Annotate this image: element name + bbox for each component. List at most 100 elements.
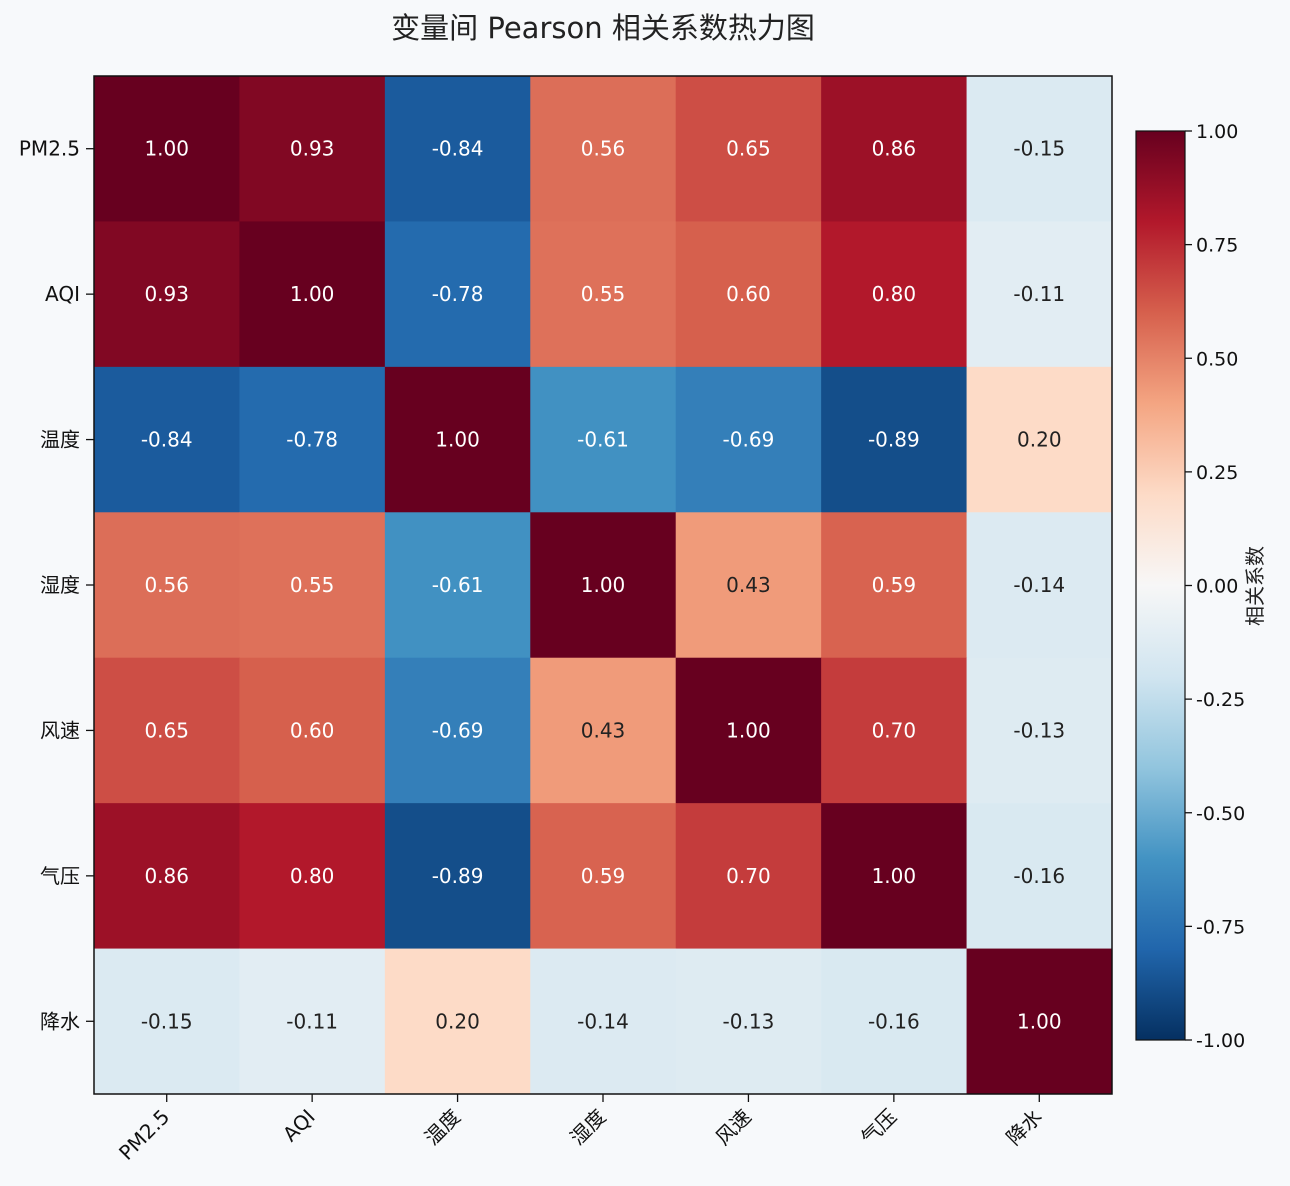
heatmap-cell (94, 512, 240, 659)
heatmap-cell (821, 657, 968, 804)
colorbar-tick-label: 0.75 (1196, 235, 1238, 257)
heatmap-cell (94, 76, 240, 222)
heatmap-cell (384, 366, 531, 513)
heatmap-cell (384, 803, 531, 950)
y-tick-label: AQI (45, 282, 80, 306)
cell-value-label: 0.56 (144, 573, 189, 597)
y-tick-label: 湿度 (40, 573, 80, 597)
cell-value-label: 1.00 (581, 573, 626, 597)
cell-value-label: 0.86 (872, 137, 917, 161)
x-tick-label: 湿度 (565, 1105, 610, 1150)
cell-value-label: 0.55 (581, 282, 626, 306)
colorbar-tick-label: -0.25 (1196, 689, 1245, 711)
colorbar-tick-label: 0.25 (1196, 462, 1238, 484)
cell-value-label: 0.70 (726, 864, 771, 888)
cell-value-label: 0.60 (290, 718, 335, 742)
x-tick-label: 降水 (1002, 1105, 1047, 1150)
heatmap-cell (675, 657, 822, 804)
cell-value-label: -0.15 (141, 1009, 193, 1033)
cell-value-label: 1.00 (290, 282, 335, 306)
cell-value-label: 0.93 (290, 137, 335, 161)
heatmap-cell (821, 221, 968, 368)
cell-value-label: 0.56 (581, 137, 626, 161)
y-tick-label: 降水 (40, 1009, 80, 1033)
heatmap-cell (94, 366, 240, 513)
cell-value-label: -0.16 (868, 1009, 920, 1033)
cell-value-label: 0.20 (435, 1009, 480, 1033)
heatmap-cell (675, 512, 822, 659)
cell-value-label: 0.20 (1017, 428, 1062, 452)
heatmap-cell (821, 512, 968, 659)
heatmap-cell (966, 803, 1113, 950)
x-tick-label: PM2.5 (114, 1105, 174, 1165)
colorbar-ticks: 1.00 0.75 0.50 0.25 0.00 -0.25 -0.50 -0.75 -1.00 (1185, 121, 1245, 1052)
cell-value-label: 0.65 (726, 137, 771, 161)
heatmap-cell (239, 76, 386, 222)
cell-value-label: 0.86 (144, 864, 189, 888)
heatmap-cell (966, 221, 1113, 368)
heatmap-cell (821, 76, 968, 222)
heatmap-cell (384, 221, 531, 368)
heatmap-cell (239, 803, 386, 950)
heatmap-cell (675, 221, 822, 368)
colorbar (1135, 130, 1186, 1041)
x-axis-ticks: PM2.5 AQI 温度 湿度 风速 气压 降水 (114, 1094, 1047, 1165)
heatmap-cell (94, 221, 240, 368)
cell-value-label: 1.00 (872, 864, 917, 888)
heatmap-cell (239, 221, 386, 368)
colorbar-tick-label: -0.75 (1196, 916, 1245, 938)
cell-value-label: 0.70 (872, 718, 917, 742)
x-tick-label: 气压 (856, 1105, 901, 1150)
heatmap-cell (384, 512, 531, 659)
heatmap-cell (239, 948, 386, 1095)
heatmap-cell (530, 221, 677, 368)
colorbar-tick-label: 0.00 (1196, 576, 1238, 598)
cell-value-label: 1.00 (726, 718, 771, 742)
cell-value-label: -0.89 (432, 864, 484, 888)
cell-value-label: 0.65 (144, 718, 189, 742)
heatmap-cell (94, 657, 240, 804)
y-tick-label: 风速 (40, 718, 80, 742)
heatmap-cell (966, 366, 1113, 513)
heatmap-cell (384, 948, 531, 1095)
chart-title: 变量间 Pearson 相关系数热力图 (391, 11, 815, 45)
cell-value-label: 0.59 (581, 864, 626, 888)
cell-value-label: -0.13 (1013, 718, 1065, 742)
cell-value-label: -0.84 (432, 137, 484, 161)
cell-value-label: -0.84 (141, 428, 193, 452)
heatmap-cell (530, 366, 677, 513)
cell-value-label: -0.61 (432, 573, 484, 597)
colorbar-tick-label: -1.00 (1196, 1030, 1245, 1052)
heatmap-cell (530, 657, 677, 804)
heatmap-cells (94, 76, 1113, 1095)
cell-value-label: 0.80 (872, 282, 917, 306)
heatmap-cell (239, 512, 386, 659)
y-tick-label: 温度 (40, 428, 80, 452)
cell-value-label: -0.11 (1013, 282, 1065, 306)
heatmap-cell (966, 76, 1113, 222)
colorbar-tick-label: -0.50 (1196, 803, 1245, 825)
cell-value-label: 1.00 (435, 428, 480, 452)
cell-value-label: 0.43 (581, 718, 626, 742)
cell-value-label: 1.00 (144, 137, 189, 161)
y-tick-label: PM2.5 (19, 137, 80, 161)
heatmap-cell (675, 76, 822, 222)
heatmap-cell (821, 948, 968, 1095)
heatmap-cell-labels: 1.00 0.93 -0.84 0.56 0.65 0.86 -0.15 0.93 1.00 -0… (141, 137, 1065, 1034)
cell-value-label: -0.78 (286, 428, 338, 452)
heatmap-cell (675, 948, 822, 1095)
heatmap-cell (966, 657, 1113, 804)
heatmap-cell (675, 803, 822, 950)
x-tick-label: AQI (278, 1105, 320, 1147)
cell-value-label: 0.93 (144, 282, 189, 306)
heatmap-cell (530, 803, 677, 950)
heatmap-cell (530, 76, 677, 222)
heatmap-cell (384, 657, 531, 804)
cell-value-label: -0.13 (723, 1009, 775, 1033)
cell-value-label: 0.80 (290, 864, 335, 888)
colorbar-label: 相关系数 (1243, 546, 1267, 626)
cell-value-label: -0.14 (1013, 573, 1065, 597)
cell-value-label: 0.60 (726, 282, 771, 306)
